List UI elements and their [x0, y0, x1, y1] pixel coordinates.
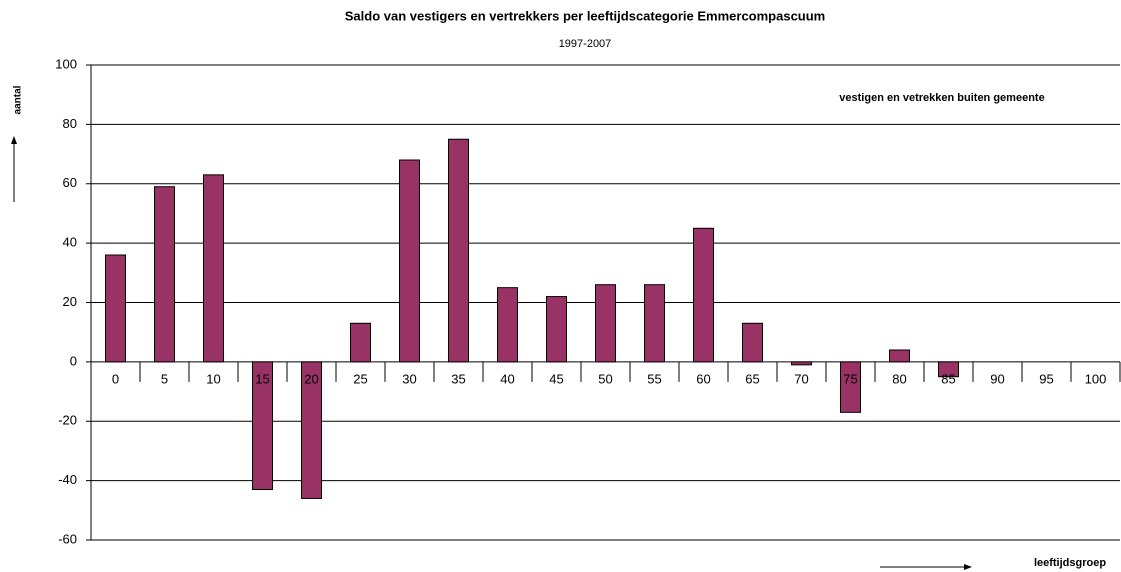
- bar: [546, 296, 567, 363]
- bar: [350, 322, 371, 363]
- bar: [252, 361, 273, 491]
- x-tick-label: 40: [500, 371, 514, 386]
- x-tick-label: 90: [990, 371, 1004, 386]
- bar: [693, 227, 714, 363]
- x-tick-label: 0: [112, 371, 119, 386]
- x-tick-label: 100: [1085, 371, 1107, 386]
- bar: [644, 284, 665, 363]
- x-tick-label: 95: [1039, 371, 1053, 386]
- bar: [399, 159, 420, 363]
- bar: [742, 322, 763, 363]
- y-tick-label: 0: [70, 353, 77, 368]
- annotation: vestigen en vetrekken buiten gemeente: [839, 92, 1044, 104]
- x-tick-label: 50: [598, 371, 612, 386]
- x-tick-label: 10: [206, 371, 220, 386]
- y-arrow-head: [11, 136, 17, 144]
- bar: [105, 254, 126, 363]
- x-tick-label: 30: [402, 371, 416, 386]
- bar: [301, 361, 322, 499]
- chart-title: Saldo van vestigers en vertrekkers per l…: [345, 8, 826, 23]
- x-tick-label: 45: [549, 371, 563, 386]
- x-tick-label: 80: [892, 371, 906, 386]
- bar: [154, 186, 175, 363]
- x-tick-label: 65: [745, 371, 759, 386]
- x-arrow-head: [964, 564, 972, 570]
- y-tick-label: -20: [58, 413, 77, 428]
- x-tick-label: 70: [794, 371, 808, 386]
- x-tick-label: 20: [304, 371, 318, 386]
- y-tick-label: 40: [63, 235, 77, 250]
- bar: [938, 361, 959, 378]
- x-tick-label: 15: [255, 371, 269, 386]
- chart-subtitle: 1997-2007: [559, 38, 612, 50]
- bar: [448, 138, 469, 363]
- bar: [595, 284, 616, 363]
- x-tick-label: 25: [353, 371, 367, 386]
- x-tick-label: 5: [161, 371, 168, 386]
- y-tick-label: 80: [63, 116, 77, 131]
- x-tick-label: 55: [647, 371, 661, 386]
- y-tick-label: 20: [63, 294, 77, 309]
- bar: [791, 361, 812, 366]
- x-axis-label: leeftijdsgroep: [1034, 557, 1106, 569]
- x-tick-label: 75: [843, 371, 857, 386]
- y-axis-label: aantal: [13, 85, 24, 114]
- y-tick-label: 100: [55, 56, 77, 71]
- y-tick-label: -60: [58, 531, 77, 546]
- x-tick-label: 60: [696, 371, 710, 386]
- x-tick-label: 35: [451, 371, 465, 386]
- bar: [497, 287, 518, 363]
- x-tick-label: 85: [941, 371, 955, 386]
- y-tick-label: -40: [58, 472, 77, 487]
- y-tick-label: 60: [63, 175, 77, 190]
- bar: [203, 174, 224, 363]
- bar: [840, 361, 861, 413]
- bar: [889, 349, 910, 363]
